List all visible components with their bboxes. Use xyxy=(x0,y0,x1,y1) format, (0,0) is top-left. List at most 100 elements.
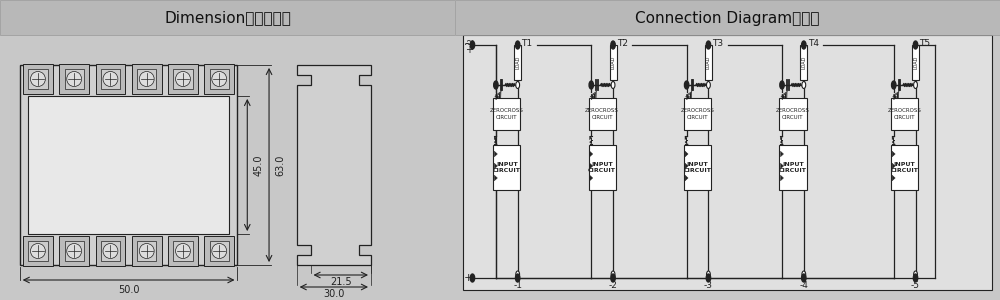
Polygon shape xyxy=(892,140,894,144)
Text: LOAD: LOAD xyxy=(706,56,711,69)
Bar xyxy=(455,0,1000,35)
Bar xyxy=(173,241,193,261)
Text: INPUT
CIRCUIT: INPUT CIRCUIT xyxy=(588,162,616,173)
Text: 30.0: 30.0 xyxy=(323,289,345,299)
Circle shape xyxy=(176,244,190,259)
Text: ZEROCROSS
CIRCUIT: ZEROCROSS CIRCUIT xyxy=(490,108,524,120)
Bar xyxy=(0,0,455,35)
Polygon shape xyxy=(780,136,782,140)
Bar xyxy=(800,45,807,80)
Bar xyxy=(779,98,807,130)
Circle shape xyxy=(802,82,806,88)
Circle shape xyxy=(212,71,227,86)
Circle shape xyxy=(706,274,711,282)
Bar xyxy=(137,69,156,89)
Bar xyxy=(28,69,48,89)
Polygon shape xyxy=(780,140,782,144)
Bar xyxy=(101,69,120,89)
Bar xyxy=(684,98,711,130)
Circle shape xyxy=(914,271,917,278)
Polygon shape xyxy=(685,163,688,169)
Bar xyxy=(132,236,162,266)
Circle shape xyxy=(914,82,917,88)
Text: ZEROCROSS
CIRCUIT: ZEROCROSS CIRCUIT xyxy=(888,108,922,120)
Polygon shape xyxy=(781,175,783,181)
Polygon shape xyxy=(494,151,497,157)
Circle shape xyxy=(103,244,118,259)
Text: -5: -5 xyxy=(911,280,920,290)
Circle shape xyxy=(611,41,615,49)
Bar xyxy=(210,69,229,89)
Bar xyxy=(28,241,48,261)
Bar xyxy=(28,96,229,234)
Polygon shape xyxy=(590,163,593,169)
Bar xyxy=(514,45,521,80)
Polygon shape xyxy=(685,136,687,140)
Bar xyxy=(779,145,807,190)
Bar xyxy=(463,35,992,290)
Circle shape xyxy=(707,82,710,88)
Polygon shape xyxy=(782,94,785,100)
Polygon shape xyxy=(687,94,690,100)
Text: 45.0: 45.0 xyxy=(253,154,263,176)
Text: +: + xyxy=(465,45,473,55)
Polygon shape xyxy=(496,94,499,100)
Text: LOAD: LOAD xyxy=(611,56,616,69)
Text: -1: -1 xyxy=(513,280,522,290)
Polygon shape xyxy=(892,163,895,169)
Text: Dimension外型尺寸图: Dimension外型尺寸图 xyxy=(164,11,291,26)
Circle shape xyxy=(684,81,689,89)
Text: 21.5: 21.5 xyxy=(330,277,352,287)
Text: -2: -2 xyxy=(609,280,617,290)
Polygon shape xyxy=(494,163,497,169)
Polygon shape xyxy=(781,163,783,169)
Circle shape xyxy=(139,71,154,86)
Polygon shape xyxy=(781,151,783,157)
Circle shape xyxy=(515,274,520,282)
Bar xyxy=(65,69,84,89)
Polygon shape xyxy=(685,140,687,144)
Bar xyxy=(493,98,520,130)
Polygon shape xyxy=(685,175,688,181)
Text: +: + xyxy=(464,273,473,283)
Bar xyxy=(96,64,125,94)
Circle shape xyxy=(913,41,918,49)
Text: ~: ~ xyxy=(464,40,473,50)
Text: -3: -3 xyxy=(704,280,713,290)
Text: -4: -4 xyxy=(799,280,808,290)
Bar xyxy=(101,241,120,261)
Polygon shape xyxy=(297,65,371,265)
Circle shape xyxy=(706,41,711,49)
Bar xyxy=(59,236,89,266)
Text: T1: T1 xyxy=(521,40,533,49)
Text: LOAD: LOAD xyxy=(913,56,918,69)
Circle shape xyxy=(470,274,475,282)
Bar xyxy=(210,241,229,261)
Circle shape xyxy=(103,71,118,86)
Circle shape xyxy=(67,71,82,86)
Text: INPUT
CIRCUIT: INPUT CIRCUIT xyxy=(684,162,711,173)
Polygon shape xyxy=(892,151,895,157)
Bar xyxy=(912,45,919,80)
Bar xyxy=(705,45,712,80)
Bar xyxy=(493,145,520,190)
Circle shape xyxy=(611,271,615,278)
Circle shape xyxy=(707,271,710,278)
Circle shape xyxy=(515,41,520,49)
Text: T4: T4 xyxy=(808,40,819,49)
Bar xyxy=(59,64,89,94)
Circle shape xyxy=(30,71,45,86)
Text: ~: ~ xyxy=(464,40,473,50)
Circle shape xyxy=(802,271,806,278)
Bar xyxy=(168,236,198,266)
Circle shape xyxy=(892,81,896,89)
Circle shape xyxy=(470,41,475,49)
Circle shape xyxy=(516,82,520,88)
Polygon shape xyxy=(494,140,496,144)
Circle shape xyxy=(176,71,190,86)
Circle shape xyxy=(913,274,918,282)
Bar xyxy=(684,145,711,190)
Text: Connection Diagram接线图: Connection Diagram接线图 xyxy=(635,11,820,26)
Bar xyxy=(23,236,53,266)
Circle shape xyxy=(802,274,806,282)
